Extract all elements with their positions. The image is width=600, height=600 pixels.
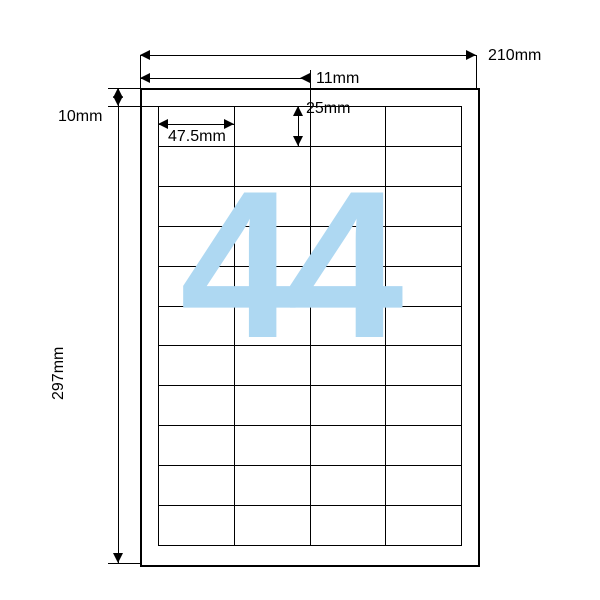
label-sheet-height: 297mm (50, 347, 68, 400)
tick-297-bot (108, 563, 140, 564)
dim-line-sheet-height (118, 88, 119, 563)
arrow-11-r (300, 73, 310, 83)
dim-line-margin-left (140, 78, 310, 79)
label-cell-height: 25mm (306, 100, 350, 118)
arrow-sheet-width-l (140, 50, 150, 60)
arrow-25-d (293, 136, 303, 146)
dim-line-cell-width (158, 124, 234, 125)
label-margin-left: 11mm (316, 70, 359, 88)
arrow-297-u (113, 88, 123, 98)
diagram-canvas: 44 210mm 11mm 47.5mm 25mm 10mm 297mm (0, 0, 600, 600)
dim-line-sheet-width (140, 55, 476, 56)
label-sheet-width: 210mm (488, 47, 541, 65)
tick-sheet-width-r (476, 55, 477, 88)
arrow-sheet-width-r (466, 50, 476, 60)
tick-10-bot (108, 106, 158, 107)
tick-475-l (158, 106, 159, 124)
arrow-297-d (113, 553, 123, 563)
label-grid (158, 106, 462, 546)
arrow-475-l (158, 119, 168, 129)
dim-line-margin-left-ext-l (140, 55, 141, 88)
label-grid-table (158, 106, 462, 546)
label-margin-top: 10mm (58, 108, 102, 126)
tick-475-r (234, 106, 235, 124)
arrow-11-l (140, 73, 150, 83)
label-cell-width: 47.5mm (168, 128, 226, 146)
arrow-25-u (293, 106, 303, 116)
